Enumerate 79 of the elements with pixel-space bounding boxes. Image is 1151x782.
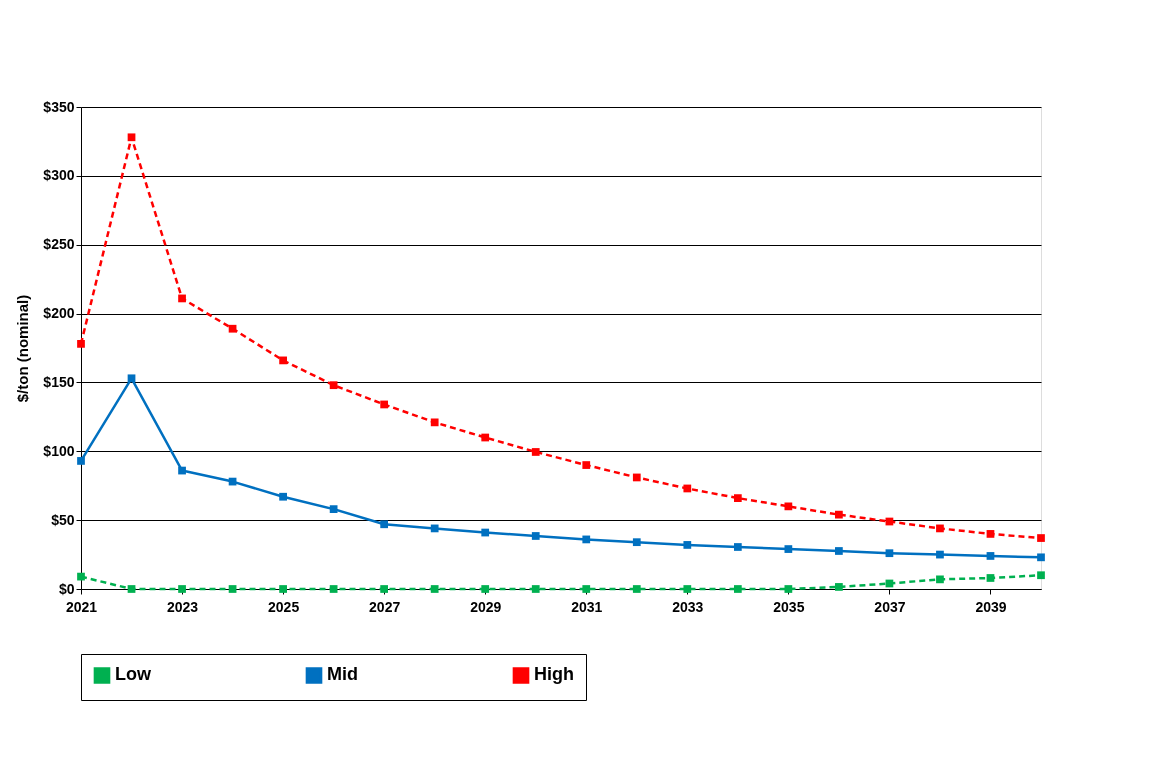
point [178,294,186,303]
point [279,492,287,501]
point [329,381,338,390]
point [228,324,237,333]
x-tick-label: 2039 [975,598,1007,615]
point [683,585,692,593]
legend-label: Mid [327,664,358,685]
point [986,552,995,560]
point [77,457,85,465]
point [531,585,540,593]
x-tick-label: 2027 [369,598,401,615]
point [835,583,843,591]
x-tick-label: 2033 [672,598,704,615]
x-tick-label: 2029 [470,598,502,615]
point [481,528,490,537]
point [784,585,793,593]
point [279,585,287,593]
point [632,538,641,547]
point [936,550,944,559]
point [481,585,490,593]
point [1037,553,1045,562]
point [632,473,641,482]
point [733,543,742,551]
x-tick-label: 2021 [65,598,98,615]
point [127,585,136,593]
point [835,547,843,555]
point [986,574,995,582]
point [582,585,591,593]
legend-label: High [534,664,574,685]
point [582,461,591,469]
x-tick-label: 2035 [773,598,805,615]
point [380,585,389,593]
point [1037,571,1045,580]
point [430,524,439,533]
point [178,585,186,593]
point [481,433,490,442]
point [77,572,85,581]
point [228,585,237,593]
point [531,448,540,456]
point [683,541,692,549]
point [329,505,338,513]
y-tick-label: $200 [43,305,75,322]
point [683,484,692,493]
point [784,545,793,553]
point [77,340,85,348]
point [279,356,287,365]
y-tick-label: $50 [51,511,75,528]
point [329,585,338,593]
point [885,549,894,558]
point [733,494,742,502]
y-tick-label: $150 [43,373,75,390]
point [784,502,793,511]
x-tick-label: 2031 [571,598,603,615]
point [1037,534,1045,542]
y-tick-label: $350 [43,98,75,115]
y-tick-label: $250 [43,236,75,253]
point [380,520,389,529]
y-tick-label: $100 [43,442,75,459]
point [178,466,186,475]
point [430,418,439,427]
point [430,585,439,593]
point [632,585,641,593]
point [986,530,995,538]
point [582,535,591,544]
point [733,585,742,593]
y-tick-label: $0 [58,580,75,597]
point [835,510,843,519]
y-axis-title: $/ton (nominal) [14,294,32,403]
point [531,532,540,540]
point [936,575,944,584]
x-tick-label: 2037 [874,598,906,615]
point [936,524,944,533]
y-tick-label: $300 [43,167,75,184]
legend-label: Low [115,664,152,685]
x-tick-label: 2023 [166,598,199,615]
x-tick-label: 2025 [268,598,300,615]
point [380,400,389,409]
point [127,133,136,142]
point [127,374,136,383]
